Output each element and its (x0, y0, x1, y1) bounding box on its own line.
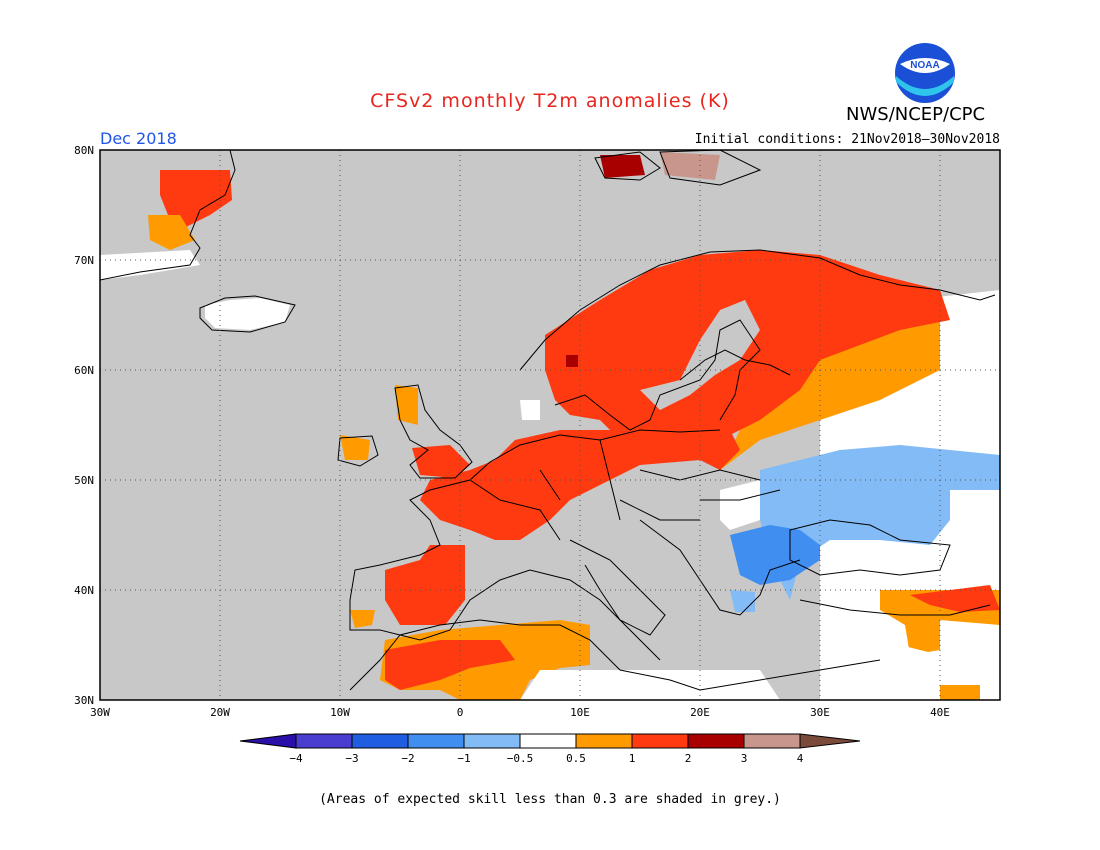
lat-tick-80n: 80N (74, 144, 94, 157)
colorbar-label-m3: −3 (345, 752, 358, 765)
region-iceland-white (205, 298, 290, 330)
colorbar-label-m05: −0.5 (507, 752, 534, 765)
region-scandinavia-red (545, 250, 950, 450)
colorbar-label-m4: −4 (289, 752, 303, 765)
lon-tick-30w: 30W (90, 706, 110, 719)
region-mideast-white (820, 590, 1000, 700)
colorbar-label-05: 0.5 (566, 752, 586, 765)
region-svalbard-white (520, 400, 540, 420)
colorbar-label-1: 1 (629, 752, 636, 765)
colorbar-swatch-lt-4 (239, 733, 297, 749)
colorbar-swatch-2-3 (687, 733, 745, 749)
colorbar-swatch-05-1 (575, 733, 633, 749)
lat-tick-50n: 50N (74, 474, 94, 487)
region-iberia-red (385, 545, 465, 625)
lat-tick-70n: 70N (74, 254, 94, 267)
region-ireland-orange (340, 435, 370, 460)
noaa-logo-icon: NOAA (895, 43, 955, 103)
month-label: Dec 2018 (100, 129, 177, 148)
colorbar-label-m2: −2 (401, 752, 414, 765)
colorbar-label-2: 2 (685, 752, 692, 765)
lat-tick-60n: 60N (74, 364, 94, 377)
lon-tick-0: 0 (457, 706, 464, 719)
region-mideast-orange (940, 685, 980, 700)
coastlines (100, 150, 996, 691)
colorbar-swatch-m4-m3 (295, 733, 353, 749)
colorbar-swatch-m2-m1 (407, 733, 465, 749)
colorbar-swatch-m3-m2 (351, 733, 409, 749)
region-balkans-white (720, 480, 760, 530)
region-greenland-white (100, 250, 200, 280)
region-greenland-orange (148, 215, 195, 250)
region-svalbard-dark (600, 155, 645, 178)
region-west-russia-orange (720, 305, 940, 470)
colorbar (239, 733, 861, 749)
region-turkey-red (910, 585, 1000, 612)
initial-conditions: Initial conditions: 21Nov2018–30Nov2018 (694, 132, 1000, 147)
lon-tick-40e: 40E (930, 706, 950, 719)
colorbar-swatch-m05-05 (519, 733, 577, 749)
logo-text: NOAA (910, 60, 939, 71)
map-frame (99, 149, 1001, 701)
lat-tick-30n: 30N (74, 694, 94, 707)
colorbar-label-4: 4 (797, 752, 804, 765)
region-north-africa-red (385, 640, 515, 690)
lon-tick-20e: 20E (690, 706, 710, 719)
colorbar-swatch-m1-m05 (463, 733, 521, 749)
chart-title: CFSv2 monthly T2m anomalies (K) (370, 90, 730, 112)
lon-tick-10e: 10E (570, 706, 590, 719)
lat-tick-40n: 40N (74, 584, 94, 597)
cell-norway-dark (566, 355, 578, 367)
skill-footnote: (Areas of expected skill less than 0.3 a… (319, 792, 781, 807)
colorbar-label-3: 3 (741, 752, 748, 765)
region-ukraine-lightblue (760, 445, 1000, 600)
lon-tick-10w: 10W (330, 706, 350, 719)
region-iberia-orange (350, 610, 375, 628)
colorbar-swatch-gt-4 (799, 733, 861, 749)
region-balkans-blue (730, 525, 820, 585)
colorbar-swatch-3-4 (743, 733, 801, 749)
region-africa-white (520, 670, 780, 700)
colorbar-swatch-1-2 (631, 733, 689, 749)
lon-tick-30e: 30E (810, 706, 830, 719)
colorbar-label-m1: −1 (457, 752, 470, 765)
region-britain-red (412, 445, 470, 478)
gridlines (100, 150, 1000, 700)
region-svalbard-brown (660, 152, 720, 180)
lon-tick-20w: 20W (210, 706, 230, 719)
organization-label: NWS/NCEP/CPC (846, 104, 986, 125)
region-scotland-orange (395, 385, 418, 425)
